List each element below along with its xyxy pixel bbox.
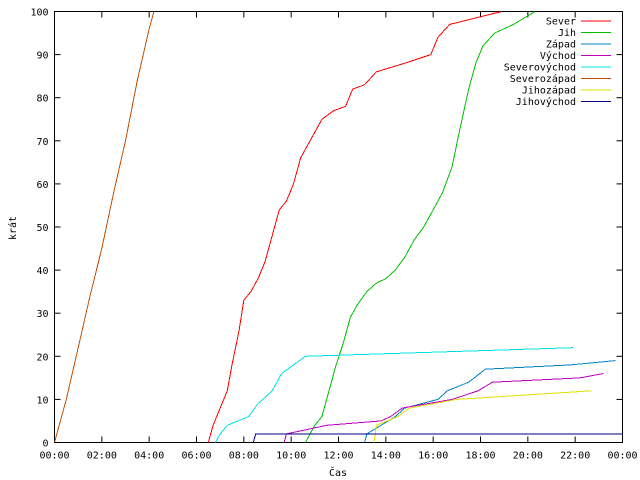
x-tick-label: 18:00 [465, 451, 495, 462]
series-line-1 [207, 11, 502, 443]
series-line-5 [214, 347, 573, 443]
y-tick-label: 20 [36, 352, 48, 363]
x-tick-label: 12:00 [323, 451, 353, 462]
y-tick-label: 90 [36, 51, 48, 62]
y-tick-label: 40 [36, 266, 48, 277]
legend-label: Severovýchod [504, 62, 576, 74]
x-tick-label: 00:00 [39, 451, 69, 462]
y-tick-label: 100 [30, 8, 48, 19]
x-tick-label: 10:00 [276, 451, 306, 462]
x-axis: 00:00 02:00 04:00 06:00 08:00 10:00 12:00 14:00… [39, 11, 638, 462]
series-line-4 [283, 373, 604, 443]
legend-label: Jih [558, 28, 576, 39]
series-group [54, 11, 623, 443]
x-tick-label: 04:00 [134, 451, 164, 462]
series-line-2 [304, 11, 536, 443]
y-tick-label: 70 [36, 137, 48, 148]
x-tick-label: 20:00 [513, 451, 543, 462]
y-axis: 0 10 20 30 40 50 60 70 80 90 100 [30, 8, 623, 450]
legend-label: Sever [546, 17, 576, 28]
x-tick-label: 14:00 [371, 451, 401, 462]
y-tick-label: 60 [36, 180, 48, 191]
y-tick-label: 80 [36, 94, 48, 105]
x-tick-label: 06:00 [181, 451, 211, 462]
x-axis-label: Čas [329, 466, 347, 479]
y-axis-label: krát [7, 216, 19, 240]
x-tick-label: 16:00 [418, 451, 448, 462]
legend: SeverJihZápadVýchodSeverovýchodSeverozáp… [504, 17, 611, 108]
legend-label: Jihovýchod [516, 96, 576, 108]
legend-label: Jihozápad [522, 85, 576, 97]
x-tick-label: 22:00 [560, 451, 590, 462]
series-line-3 [364, 360, 616, 443]
y-tick-label: 10 [36, 395, 48, 406]
x-tick-label: 00:00 [607, 451, 637, 462]
y-tick-label: 50 [36, 223, 48, 234]
legend-label: Západ [546, 39, 576, 51]
series-line-6 [54, 11, 155, 443]
x-tick-label: 02:00 [87, 451, 117, 462]
series-line-7 [373, 390, 592, 443]
legend-label: Východ [540, 50, 576, 62]
x-tick-label: 08:00 [229, 451, 259, 462]
y-tick-label: 30 [36, 309, 48, 320]
series-line-8 [252, 433, 623, 443]
legend-label: Severozápad [510, 73, 576, 85]
y-tick-label: 0 [42, 439, 48, 450]
